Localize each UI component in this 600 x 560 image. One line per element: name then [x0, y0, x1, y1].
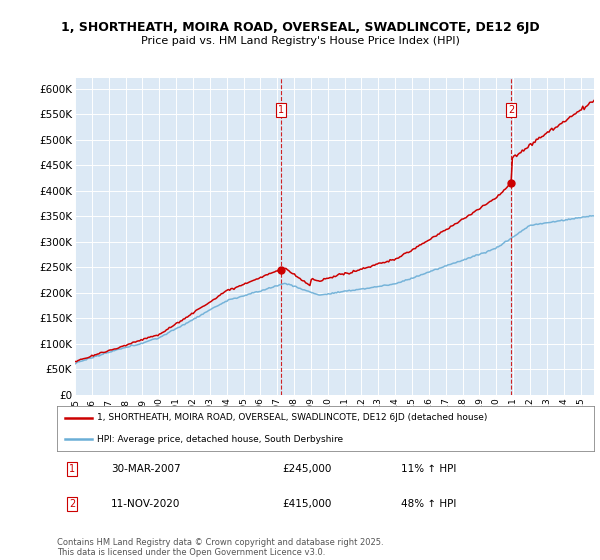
Text: 1, SHORTHEATH, MOIRA ROAD, OVERSEAL, SWADLINCOTE, DE12 6JD (detached house): 1, SHORTHEATH, MOIRA ROAD, OVERSEAL, SWA…	[97, 413, 488, 422]
Text: Contains HM Land Registry data © Crown copyright and database right 2025.
This d: Contains HM Land Registry data © Crown c…	[57, 538, 383, 557]
Text: HPI: Average price, detached house, South Derbyshire: HPI: Average price, detached house, Sout…	[97, 435, 343, 444]
Text: Price paid vs. HM Land Registry's House Price Index (HPI): Price paid vs. HM Land Registry's House …	[140, 36, 460, 46]
Text: £415,000: £415,000	[283, 499, 332, 509]
Text: 1: 1	[278, 105, 284, 115]
Text: 1, SHORTHEATH, MOIRA ROAD, OVERSEAL, SWADLINCOTE, DE12 6JD: 1, SHORTHEATH, MOIRA ROAD, OVERSEAL, SWA…	[61, 21, 539, 34]
Text: 11-NOV-2020: 11-NOV-2020	[111, 499, 180, 509]
Text: 2: 2	[69, 499, 75, 509]
Text: 48% ↑ HPI: 48% ↑ HPI	[401, 499, 456, 509]
Text: 30-MAR-2007: 30-MAR-2007	[111, 464, 181, 474]
Text: 2: 2	[508, 105, 514, 115]
Text: 1: 1	[69, 464, 75, 474]
Text: £245,000: £245,000	[283, 464, 332, 474]
Text: 11% ↑ HPI: 11% ↑ HPI	[401, 464, 456, 474]
